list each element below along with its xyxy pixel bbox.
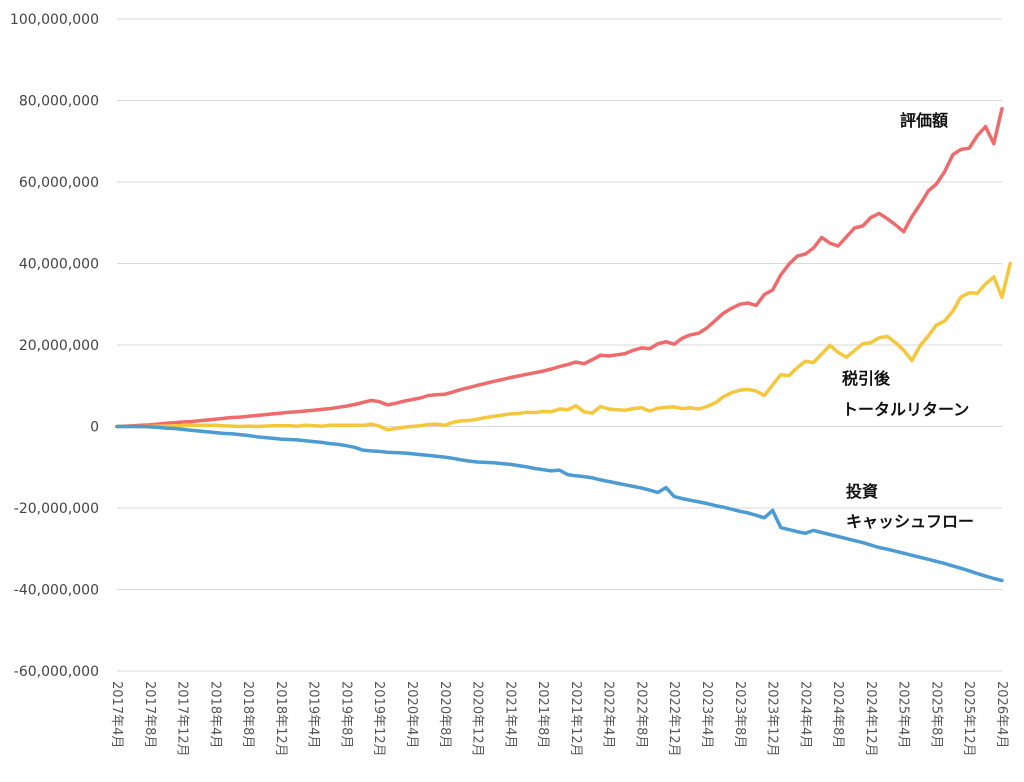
x-axis-ticks: 2017年4月 2017年8月 2017年12月 2018年4月 2018年8月 2018… [109, 681, 1009, 757]
x-tick-label: 2019年8月 [338, 681, 353, 748]
y-tick-label: 100,000,000 [10, 12, 99, 28]
x-tick-label: 2018年12月 [273, 681, 288, 757]
x-tick-label: 2024年12月 [863, 681, 878, 757]
x-tick-label: 2021年12月 [568, 681, 583, 757]
y-tick-label: 0 [90, 420, 99, 436]
x-tick-label: 2025年4月 [896, 681, 911, 748]
x-tick-label: 2017年12月 [175, 681, 190, 757]
x-tick-label: 2018年4月 [207, 681, 222, 748]
x-tick-label: 2021年8月 [535, 681, 550, 748]
y-tick-label: 20,000,000 [19, 338, 99, 354]
y-tick-label: 80,000,000 [19, 94, 99, 110]
x-tick-label: 2022年12月 [666, 681, 681, 757]
x-tick-label: 2020年8月 [437, 681, 452, 748]
series-label-cashflow-line1: 投資 [846, 482, 878, 501]
y-tick-label: 60,000,000 [19, 175, 99, 191]
series-label-cashflow-line2: キャッシュフロー [846, 512, 974, 531]
y-tick-label: 40,000,000 [19, 257, 99, 273]
y-tick-label: -20,000,000 [14, 501, 99, 517]
series-label-return-line2: トータルリターン [842, 400, 969, 419]
x-tick-label: 2022年8月 [633, 681, 648, 748]
x-tick-label: 2019年12月 [371, 681, 386, 757]
x-tick-label: 2025年12月 [961, 681, 976, 757]
x-tick-label: 2023年4月 [699, 681, 714, 748]
gridlines [117, 18, 1002, 672]
series-label-valuation: 評価額 [900, 111, 948, 130]
x-tick-label: 2022年4月 [601, 681, 616, 748]
x-tick-label: 2026年4月 [994, 681, 1009, 748]
y-tick-label: -40,000,000 [14, 583, 99, 599]
x-tick-label: 2019年4月 [306, 681, 321, 748]
x-tick-label: 2021年4月 [502, 681, 517, 748]
series-line-return [115, 261, 1012, 432]
x-tick-label: 2018年8月 [240, 681, 255, 748]
x-tick-label: 2023年12月 [765, 681, 780, 757]
series-lines [115, 106, 1012, 583]
x-tick-label: 2024年4月 [797, 681, 812, 748]
x-tick-label: 2017年4月 [109, 681, 124, 748]
y-axis-ticks: 100,000,000 80,000,000 60,000,000 40,000,00… [10, 12, 99, 680]
x-tick-label: 2020年12月 [470, 681, 485, 757]
x-tick-label: 2017年8月 [142, 681, 157, 748]
series-line-valuation [115, 106, 1004, 429]
series-line-cashflow [115, 424, 1004, 583]
x-tick-label: 2023年8月 [732, 681, 747, 748]
x-tick-label: 2020年4月 [404, 681, 419, 748]
x-tick-label: 2024年8月 [830, 681, 845, 748]
series-label-return-line1: 税引後 [842, 369, 891, 388]
x-tick-label: 2025年8月 [928, 681, 943, 748]
y-tick-label: -60,000,000 [14, 664, 99, 680]
